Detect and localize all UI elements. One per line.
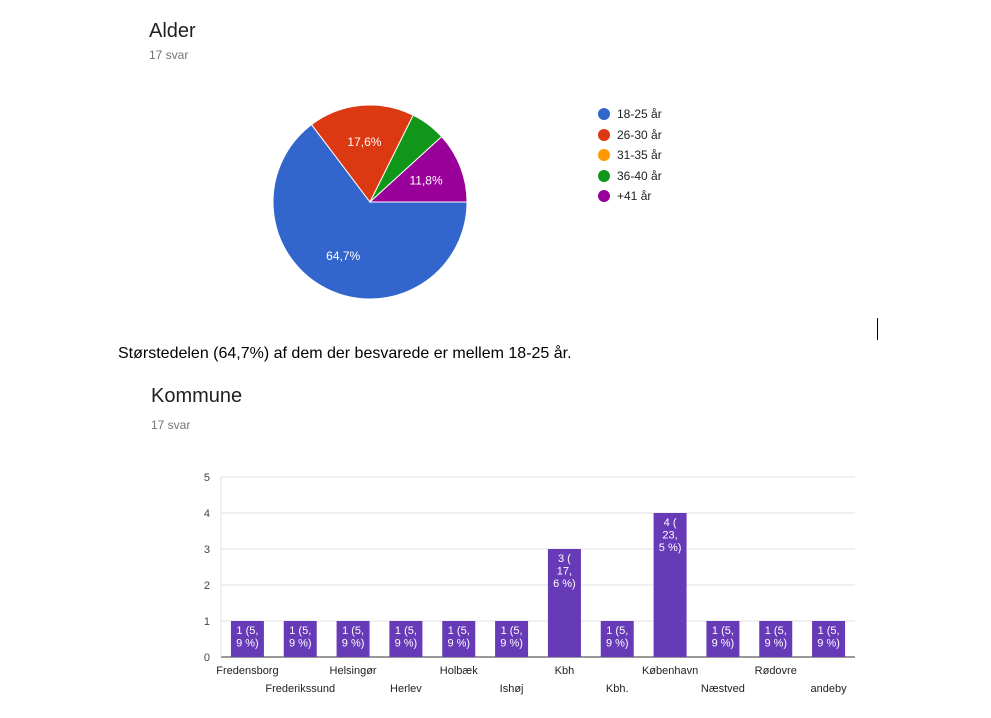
bar-data-label: 4 (23, 5 %) [659,517,682,554]
x-tick-label: Rødovre [755,665,797,677]
legend-swatch [598,169,610,182]
x-tick-label: Næstved [701,683,745,695]
age-legend: 18-25 år 26-30 år 31-35 år 36-40 år +41 år [598,104,662,207]
x-tick-label: Kbh [555,665,575,677]
bar-data-label: 1 (5, 9 %) [289,625,312,650]
pie-slice-41-år [368,135,468,203]
age-pie-chart: 64,7% 17,6% 11,8% [272,104,468,300]
pie-label-41-år: 11,8% [410,173,443,187]
legend-swatch [598,149,610,162]
alder-chart-title: Alder [149,20,196,42]
bar-københavn [653,513,687,657]
x-tick-label: Holbæk [440,665,478,677]
bar-data-label: 1 (5, 9 %) [342,625,365,650]
x-tick-label: andeby [811,683,848,695]
bar-frederikssund [283,621,317,657]
legend-label: 31-35 år [617,148,662,163]
x-tick-label: Helsingør [330,665,377,677]
text-cursor [877,318,878,340]
legend-item-41-år: +41 år [598,186,662,207]
bar-ishøj [495,621,529,657]
bar-kbh [547,549,581,657]
legend-label: 36-40 år [617,168,662,183]
y-tick-label: 5 [204,472,210,484]
y-tick-label: 2 [204,580,210,592]
x-tick-label: Frederikssund [265,683,335,695]
legend-label: 18-25 år [617,107,662,122]
pie-slice-26-30-år [310,104,414,203]
pie-slice-18-25-år [272,123,468,300]
bar-data-label: 1 (5, 9 %) [606,625,629,650]
kommune-bar-chart: 0 1 2 3 4 5 1 (5, 9 %) Fredensborg 1 (5, 9 %) Frede… [204,472,855,695]
legend-label: 26-30 år [617,127,662,142]
bar-data-label: 1 (5, 9 %) [764,625,787,650]
y-tick-label: 1 [204,616,210,628]
bar-data-label: 1 (5, 9 %) [817,625,840,650]
bar-data-label: 1 (5, 9 %) [236,625,259,650]
y-tick-label: 3 [204,544,210,556]
x-tick-label: Fredensborg [216,665,278,677]
legend-swatch [598,190,610,203]
bar-data-label: 1 (5, 9 %) [447,625,470,650]
bar-helsingør [336,621,370,657]
legend-label: +41 år [617,189,652,204]
bar-andeby [812,621,846,657]
legend-swatch [598,108,610,121]
pie-label-26-30-år: 17,6% [347,135,381,149]
x-tick-label: København [642,665,698,677]
y-tick-label: 0 [204,652,210,664]
legend-item-36-40-år: 36-40 år [598,166,662,187]
bar-holbæk [442,621,476,657]
bar-kbh [600,621,634,657]
bar-fredensborg [230,621,264,657]
bar-data-label: 1 (5, 9 %) [395,625,418,650]
pie-label-18-25-år: 64,7% [326,249,360,263]
bar-data-label: 1 (5, 9 %) [500,625,523,650]
y-tick-label: 4 [204,508,210,520]
x-tick-label: Herlev [390,683,422,695]
bar-rødovre [759,621,793,657]
alder-response-count: 17 svar [149,48,189,62]
bar-data-label: 1 (5, 9 %) [712,625,735,650]
bar-herlev [389,621,423,657]
x-tick-label: Kbh. [606,683,629,695]
summary-text: Størstedelen (64,7%) af dem der besvared… [118,345,572,362]
legend-swatch [598,128,610,141]
legend-item-26-30-år: 26-30 år [598,125,662,146]
kommune-response-count: 17 svar [151,418,191,432]
bar-data-label: 3 (17, 6 %) [553,553,576,590]
x-tick-label: Ishøj [500,683,524,695]
legend-item-18-25-år: 18-25 år [598,104,662,125]
bar-næstved [706,621,740,657]
legend-item-31-35-år: 31-35 år [598,145,662,166]
kommune-chart-title: Kommune [151,385,243,407]
